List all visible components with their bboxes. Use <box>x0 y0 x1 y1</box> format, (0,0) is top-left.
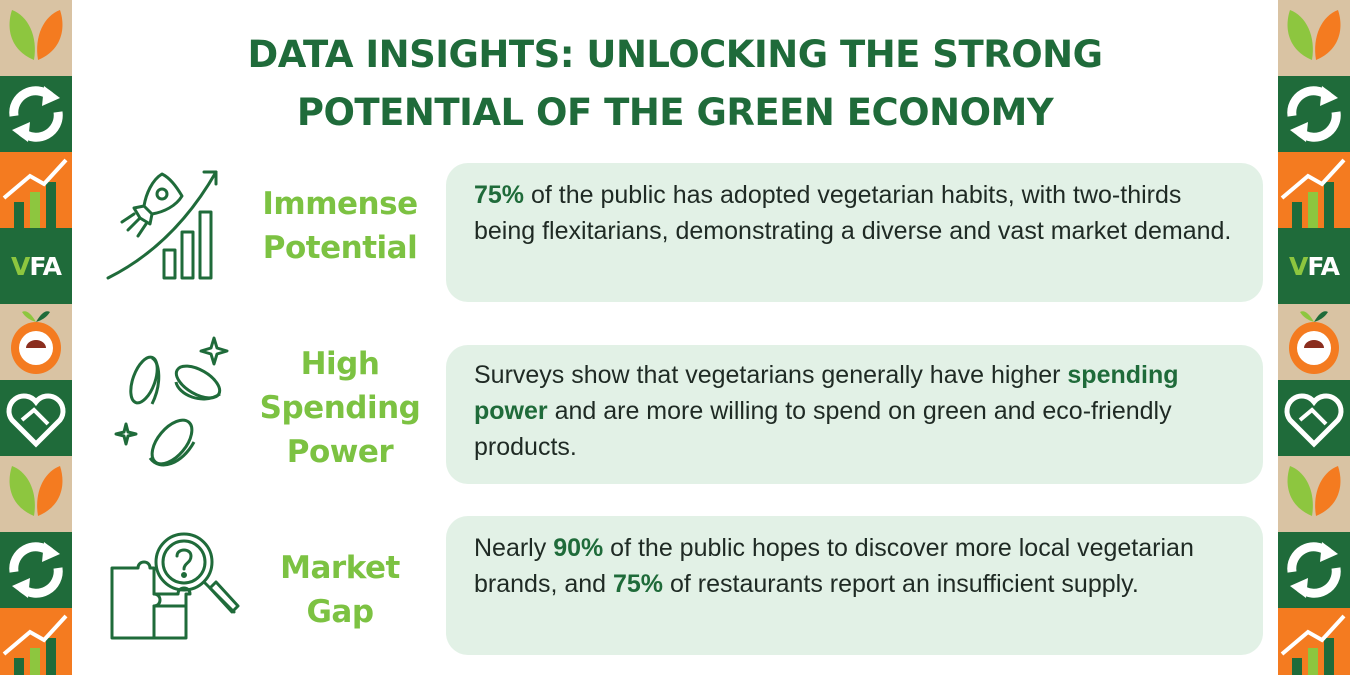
right-decorative-strip: V FA <box>1278 0 1350 675</box>
handshake-heart-icon <box>1278 380 1350 456</box>
insight-text: 75% of the public has adopted vegetarian… <box>474 177 1239 249</box>
highlight-stat: 75% <box>474 181 525 209</box>
insight-text: Nearly 90% of the public hopes to discov… <box>474 530 1239 602</box>
label-line: High <box>300 346 380 382</box>
text-segment: and are more willing to spend on green a… <box>474 397 1172 461</box>
label-line: Gap <box>306 594 374 630</box>
highlight-stat: 90% <box>553 534 604 562</box>
vegetarian-food-asia-logo-icon <box>0 304 72 380</box>
insight-card-high-spending-power: Surveys show that vegetarians generally … <box>446 345 1263 484</box>
text-segment: of the public hopes to discover more loc… <box>474 534 1194 598</box>
label-immense-potential: Immense Potential <box>240 182 440 270</box>
page-title: DATA INSIGHTS: UNLOCKING THE STRONG POTE… <box>90 26 1260 142</box>
coins-icon <box>110 332 235 481</box>
label-high-spending-power: High Spending Power <box>240 342 440 474</box>
page-title-line-1: DATA INSIGHTS: UNLOCKING THE STRONG <box>247 33 1103 76</box>
label-line: Immense <box>262 186 418 222</box>
highlight-stat: 75% <box>613 570 664 598</box>
growth-chart-icon <box>1278 608 1350 675</box>
left-decorative-strip: V FA <box>0 0 72 675</box>
page-title-line-2: POTENTIAL OF THE GREEN ECONOMY <box>296 91 1054 134</box>
rocket-growth-chart-icon <box>104 164 224 288</box>
growth-chart-icon <box>0 152 72 228</box>
insight-text: Surveys show that vegetarians generally … <box>474 357 1239 465</box>
recycle-arrows-icon <box>1278 532 1350 608</box>
leaf-icon <box>1278 456 1350 532</box>
leaf-icon <box>0 0 72 76</box>
text-segment: of restaurants report an insufficient su… <box>663 570 1139 598</box>
insight-card-immense-potential: 75% of the public has adopted vegetarian… <box>446 163 1263 302</box>
label-line: Spending <box>259 390 421 426</box>
vfa-logo: V FA <box>0 228 72 304</box>
leaf-icon <box>1278 0 1350 76</box>
handshake-heart-icon <box>0 380 72 456</box>
vfa-logo-v: V <box>1289 251 1308 281</box>
vfa-logo: V FA <box>1278 228 1350 304</box>
vegetarian-food-asia-logo-icon <box>1278 304 1350 380</box>
growth-chart-icon <box>1278 152 1350 228</box>
text-segment: Nearly <box>474 534 554 562</box>
label-line: Market <box>280 550 400 586</box>
label-line: Potential <box>262 230 418 266</box>
insight-card-market-gap: Nearly 90% of the public hopes to discov… <box>446 516 1263 655</box>
vfa-logo-fa: FA <box>1307 251 1340 281</box>
recycle-arrows-icon <box>1278 76 1350 152</box>
label-line: Power <box>286 434 394 470</box>
leaf-icon <box>0 456 72 532</box>
growth-chart-icon <box>0 608 72 675</box>
label-market-gap: Market Gap <box>240 546 440 634</box>
recycle-arrows-icon <box>0 76 72 152</box>
highlight-phrase: spending power <box>474 361 1179 425</box>
vfa-logo-v: V <box>11 251 30 281</box>
vfa-logo-fa: FA <box>29 251 62 281</box>
recycle-arrows-icon <box>0 532 72 608</box>
text-segment: of the public has adopted vegetarian hab… <box>474 181 1232 245</box>
puzzle-magnifier-icon <box>108 528 243 650</box>
text-segment: Surveys show that vegetarians generally … <box>474 361 1068 389</box>
